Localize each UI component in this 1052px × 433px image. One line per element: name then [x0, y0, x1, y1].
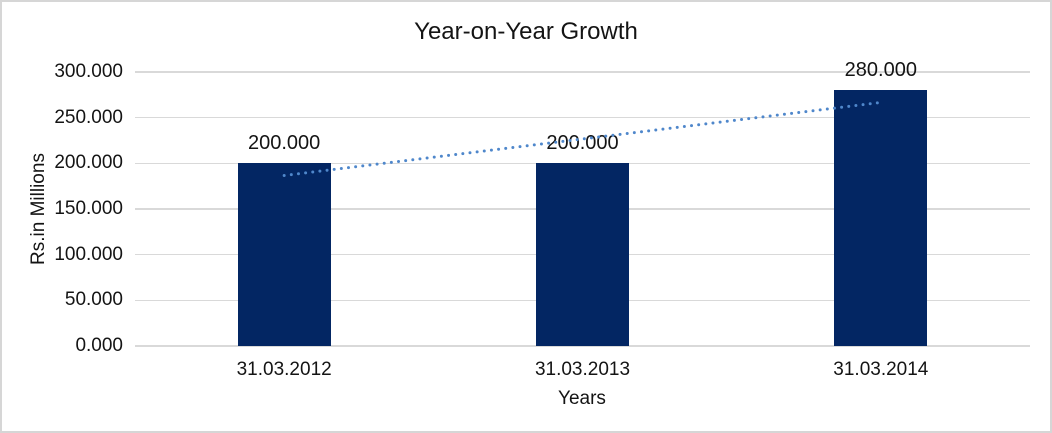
bar-value-label: 200.000	[546, 132, 619, 155]
y-axis-tick-label: 200.000	[54, 152, 123, 174]
bar	[536, 163, 629, 346]
x-axis-tick-label: 31.03.2013	[534, 359, 631, 380]
x-axis-tick-label: 31.03.2014	[833, 359, 929, 380]
y-axis-tick-label: 300.000	[54, 61, 123, 82]
bar	[237, 163, 331, 346]
y-axis-tick-label: 100.000	[54, 243, 123, 265]
bar-value-label: 200.000	[248, 132, 321, 155]
gridline	[135, 71, 1030, 73]
x-axis-tick-label: 31.03.2012	[236, 359, 332, 380]
chart-title: Year-on-Year Growth	[414, 18, 638, 45]
y-axis-tick-label: 250.000	[54, 106, 123, 128]
bar-value-label: 280.000	[844, 59, 917, 82]
gridline	[135, 345, 1030, 347]
bar	[834, 90, 928, 346]
y-axis-tick-label: 50.000	[64, 289, 123, 311]
y-axis-tick-label: 150.000	[54, 198, 123, 219]
y-axis-tick-label: 0.000	[75, 335, 123, 356]
x-axis-title: Years	[558, 388, 606, 409]
